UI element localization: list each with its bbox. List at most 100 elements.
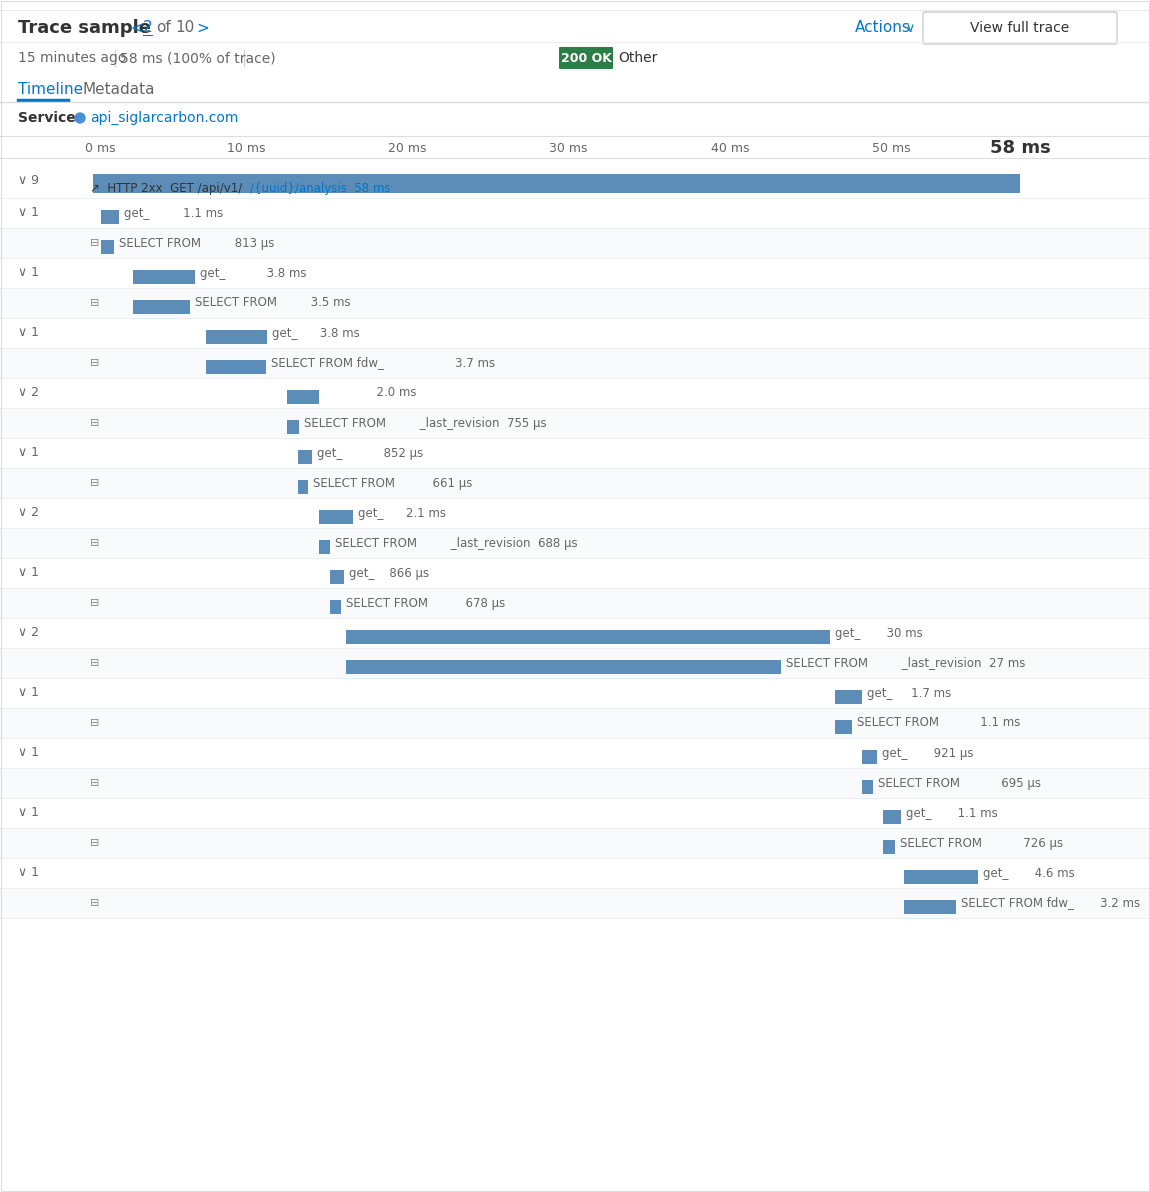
Text: Actions: Actions <box>854 20 911 36</box>
FancyBboxPatch shape <box>559 46 613 69</box>
Text: ⊟: ⊟ <box>90 358 99 368</box>
Bar <box>0 797 1150 828</box>
Text: SELECT FROM         3.5 ms: SELECT FROM 3.5 ms <box>194 297 351 310</box>
Text: SELECT FROM         _last_revision  27 ms: SELECT FROM _last_revision 27 ms <box>787 657 1026 670</box>
Text: ∨ 1: ∨ 1 <box>18 687 39 700</box>
Text: get_           3.8 ms: get_ 3.8 ms <box>200 267 306 279</box>
Text: get_       4.6 ms: get_ 4.6 ms <box>983 867 1075 880</box>
Bar <box>0 288 1150 318</box>
Text: ⊟: ⊟ <box>90 478 99 488</box>
Text: Metadata: Metadata <box>82 82 154 98</box>
Text: 50 ms: 50 ms <box>872 142 911 155</box>
Text: get_      2.1 ms: get_ 2.1 ms <box>358 507 445 520</box>
Text: ∨ 1: ∨ 1 <box>18 807 39 820</box>
Text: get_     1.7 ms: get_ 1.7 ms <box>867 687 951 700</box>
Text: Trace sample: Trace sample <box>18 19 151 37</box>
Text: Other: Other <box>618 51 658 66</box>
Text: 10: 10 <box>175 20 194 36</box>
Text: SELECT FROM          661 μs: SELECT FROM 661 μs <box>314 477 473 490</box>
Text: SELECT FROM         _last_revision  755 μs: SELECT FROM _last_revision 755 μs <box>304 416 546 429</box>
Text: SELECT FROM         _last_revision  688 μs: SELECT FROM _last_revision 688 μs <box>335 536 577 550</box>
Bar <box>0 528 1150 558</box>
Bar <box>835 720 852 733</box>
Bar <box>0 378 1150 408</box>
Text: View full trace: View full trace <box>971 21 1070 35</box>
Bar <box>101 210 118 224</box>
Bar <box>206 330 267 343</box>
Text: ⊟: ⊟ <box>90 778 99 788</box>
Bar <box>862 750 876 764</box>
Text: ⊟: ⊟ <box>90 658 99 668</box>
Text: get_           852 μs: get_ 852 μs <box>316 447 423 459</box>
Circle shape <box>75 113 85 123</box>
Bar <box>101 240 114 254</box>
Bar <box>0 558 1150 588</box>
Bar <box>0 678 1150 708</box>
Text: SELECT FROM          678 μs: SELECT FROM 678 μs <box>346 596 505 609</box>
Text: ⊟: ⊟ <box>90 238 99 248</box>
Text: ↗  HTTP 2xx  GET /api/v1/: ↗ HTTP 2xx GET /api/v1/ <box>90 181 243 194</box>
Text: ∨ 9: ∨ 9 <box>18 174 39 187</box>
Bar <box>206 360 266 373</box>
Bar <box>319 540 330 553</box>
Text: of: of <box>156 20 170 36</box>
Text: get_    866 μs: get_ 866 μs <box>348 566 429 579</box>
Text: get_         1.1 ms: get_ 1.1 ms <box>124 206 223 219</box>
Bar <box>286 390 319 404</box>
Bar <box>346 660 781 673</box>
Bar <box>835 690 862 703</box>
Bar <box>0 198 1150 228</box>
Bar <box>286 420 299 434</box>
Bar <box>0 437 1150 468</box>
Text: ⊟: ⊟ <box>90 538 99 548</box>
Bar <box>0 588 1150 617</box>
Text: SELECT FROM           1.1 ms: SELECT FROM 1.1 ms <box>858 716 1021 730</box>
Text: 15 minutes ago: 15 minutes ago <box>18 51 126 66</box>
Text: ∨ 2: ∨ 2 <box>18 507 39 520</box>
Bar <box>0 768 1150 797</box>
Text: ⊟: ⊟ <box>90 898 99 908</box>
Text: Services: Services <box>18 111 84 125</box>
Text: >: > <box>196 20 209 36</box>
Bar <box>0 858 1150 888</box>
Text: ∨ 1: ∨ 1 <box>18 566 39 579</box>
Text: 10 ms: 10 ms <box>227 142 266 155</box>
Text: 20 ms: 20 ms <box>389 142 427 155</box>
Bar <box>0 348 1150 378</box>
Bar <box>0 498 1150 528</box>
Text: get_       1.1 ms: get_ 1.1 ms <box>906 807 997 820</box>
Text: 0 ms: 0 ms <box>85 142 116 155</box>
FancyBboxPatch shape <box>923 12 1117 44</box>
Text: ∨ 1: ∨ 1 <box>18 206 39 219</box>
Bar <box>0 738 1150 768</box>
Text: api_siglarcarbon.com: api_siglarcarbon.com <box>90 111 238 125</box>
Text: ∨ 1: ∨ 1 <box>18 746 39 759</box>
Bar <box>133 271 194 284</box>
Text: Timeline: Timeline <box>18 82 83 98</box>
Text: 58 ms (100% of trace): 58 ms (100% of trace) <box>120 51 276 66</box>
Bar <box>298 480 308 493</box>
Text: ⊟: ⊟ <box>90 418 99 428</box>
Text: 2: 2 <box>143 20 153 36</box>
Bar <box>883 840 895 853</box>
Bar <box>330 600 340 614</box>
Bar <box>330 570 344 584</box>
Bar <box>0 408 1150 437</box>
Bar <box>0 468 1150 498</box>
Bar <box>0 708 1150 738</box>
Text: SELECT FROM fdw_       3.2 ms: SELECT FROM fdw_ 3.2 ms <box>960 896 1140 909</box>
Text: 200 OK: 200 OK <box>560 51 612 64</box>
Bar <box>883 811 900 824</box>
Bar <box>346 631 830 644</box>
Text: ⊟: ⊟ <box>90 718 99 728</box>
Bar <box>904 900 956 913</box>
Bar <box>0 617 1150 648</box>
Text: SELECT FROM           695 μs: SELECT FROM 695 μs <box>879 776 1041 789</box>
Text: get_       30 ms: get_ 30 ms <box>835 627 922 639</box>
Bar <box>0 257 1150 288</box>
Bar <box>0 318 1150 348</box>
Text: SELECT FROM fdw_                   3.7 ms: SELECT FROM fdw_ 3.7 ms <box>270 356 494 370</box>
Text: 30 ms: 30 ms <box>550 142 588 155</box>
Text: ∨ 1: ∨ 1 <box>18 447 39 459</box>
Bar <box>133 300 190 313</box>
